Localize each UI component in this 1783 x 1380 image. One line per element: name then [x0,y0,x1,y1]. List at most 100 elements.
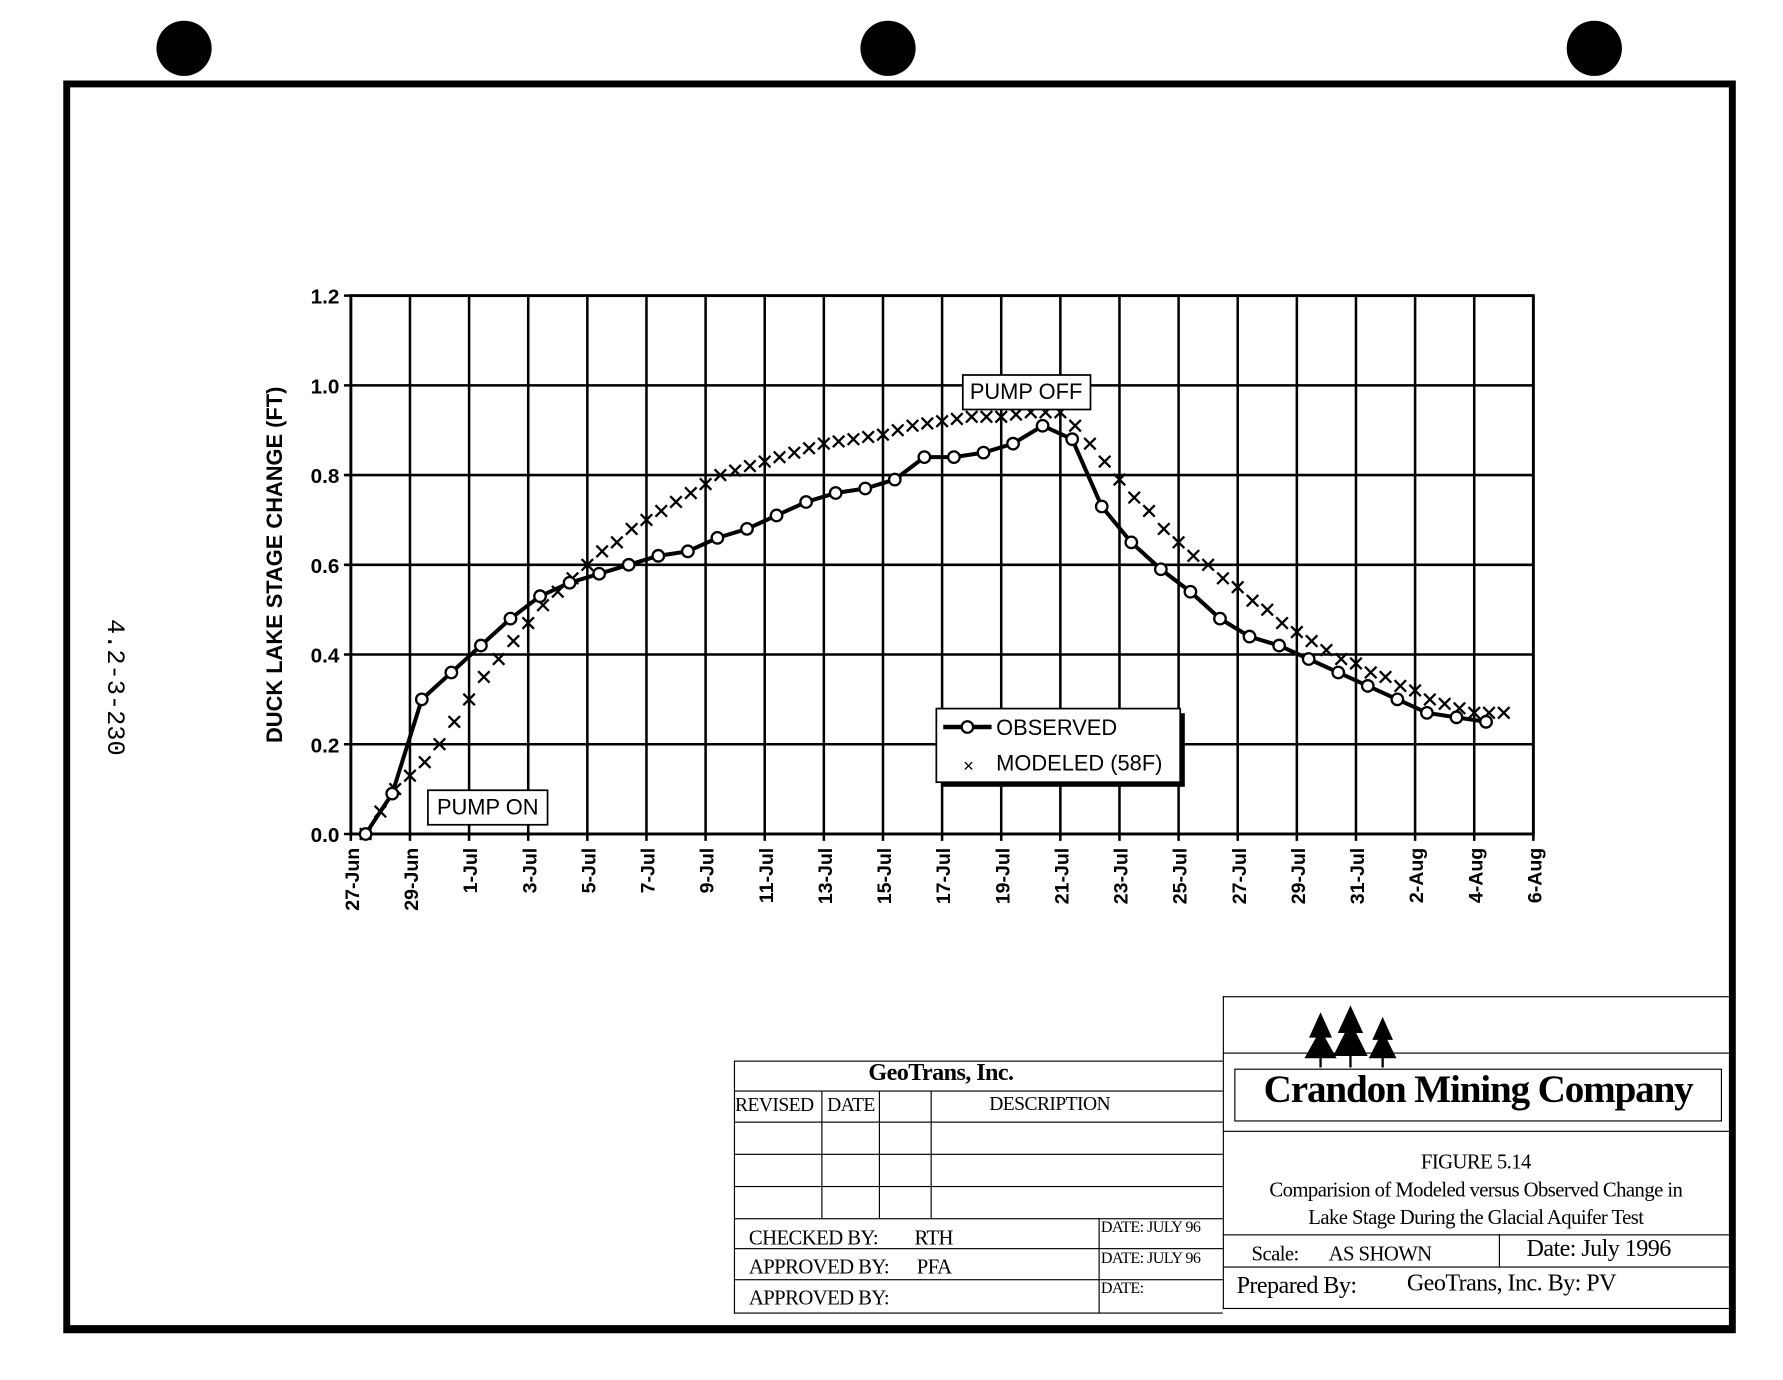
modeled-point [492,652,506,666]
y-tick-label: 1.2 [311,286,340,309]
y-tick-label: 0.2 [311,734,340,757]
modeled-point [1423,692,1437,706]
modeled-point [1098,455,1112,469]
observed-point [1272,638,1287,653]
observed-point [740,522,754,536]
observed-point [710,530,725,545]
legend: OBSERVED × MODELED (58F) [935,707,1185,787]
observed-point [1390,692,1405,707]
modeled-point [965,410,979,424]
modeled-point [477,670,491,684]
x-tick-label: 19-Jul [992,848,1014,905]
modeled-point [1068,419,1082,433]
checked-by-value: RTH [914,1226,953,1250]
modeled-point [1127,490,1141,505]
modeled-point [876,428,890,442]
x-tick-label: 9-Jul [697,848,719,894]
scale-label: Scale: [1251,1242,1300,1266]
annotation-pump-off-text: PUMP OFF [970,379,1082,404]
x-tick-label: 27-Jun [342,848,364,911]
modeled-point [1216,571,1230,585]
modeled-point [639,513,654,527]
modeled-point [832,434,846,448]
date-value: Date: July 1996 [1526,1234,1671,1262]
modeled-point [1438,697,1452,711]
modeled-point [1378,670,1393,684]
modeled-point [979,410,994,424]
observed-point [1420,705,1434,720]
observed-point [680,544,695,559]
scale-value: AS SHOWN [1328,1242,1433,1266]
observed-point [1242,629,1257,644]
x-tick-label: 23-Jul [1111,848,1133,905]
y-tick-label: 1.0 [311,375,340,398]
observed-point [976,445,991,460]
observed-point [858,481,873,496]
observed-point [444,665,459,680]
modeled-point [669,495,683,509]
modeled-point [1290,625,1304,639]
series [358,405,1511,841]
observed-point [1124,535,1139,550]
col-revised: REVISED [735,1093,814,1116]
modeled-point [758,455,772,469]
legend-observed: OBSERVED [996,715,1117,740]
binder-hole [156,20,212,76]
modeled-point [447,715,461,729]
observed-point [1153,562,1168,577]
modeled-point [1231,580,1245,594]
observed-point [947,450,961,465]
observed-point [592,566,607,581]
modeled-point [1112,472,1127,487]
figure-caption-1: Comparision of Modeled versus Observed C… [1269,1177,1683,1201]
y-tick-label: 0.8 [311,465,340,488]
date-approved2: DATE: [1100,1280,1144,1298]
modeled-point [1334,652,1348,666]
observed-point [414,692,429,707]
firm-name: GeoTrans, Inc. [868,1058,1014,1086]
x-tick-label: 6-Aug [1524,848,1546,903]
observed-point [1213,611,1227,626]
modeled-point [1260,603,1274,617]
modeled-point [1201,558,1215,572]
modeled-point [1497,706,1511,720]
modeled-point [580,558,594,572]
modeled-point [1172,535,1186,549]
observed-point [1065,432,1080,447]
observed-point [562,575,577,590]
x-tick-label: 7-Jul [638,848,660,894]
observed-point [1006,436,1020,451]
prepared-value: GeoTrans, Inc. By: PV [1406,1268,1617,1297]
modeled-point [1009,407,1023,422]
annotation-pump-off: PUMP OFF [961,374,1092,411]
col-date: DATE [827,1093,875,1116]
modeled-point [817,437,831,451]
observed-point [1479,714,1493,729]
y-tick-label: 0.6 [311,555,340,578]
observed-point [769,508,784,523]
x-tick-label: 31-Jul [1347,848,1369,905]
figure-number: FIGURE 5.14 [1420,1150,1531,1174]
observed-line [363,423,1487,836]
modeled-point [610,535,624,549]
x-tick-label: 25-Jul [1170,848,1192,905]
observed-point [621,557,636,572]
modeled-point [846,432,860,446]
modeled-point [920,416,934,431]
modeled-point [1467,706,1481,720]
checked-by-label: CHECKED BY: [748,1226,879,1250]
modeled-point [935,414,949,428]
observed-point [533,589,547,604]
modeled-point [625,522,639,536]
x-tick-label: 15-Jul [874,848,896,905]
modeled-point [1364,665,1378,680]
observed-point [1301,652,1316,666]
x-tick-label: 1-Jul [460,848,482,894]
approved-by2-label: APPROVED BY: [748,1286,890,1310]
x-tick-label: 29-Jun [401,848,423,911]
prepared-label: Prepared By: [1236,1271,1357,1299]
modeled-point [684,486,698,500]
x-tick-label: 5-Jul [578,848,600,894]
company-name: Crandon Mining Company [1263,1068,1694,1112]
modeled-point [462,692,476,706]
